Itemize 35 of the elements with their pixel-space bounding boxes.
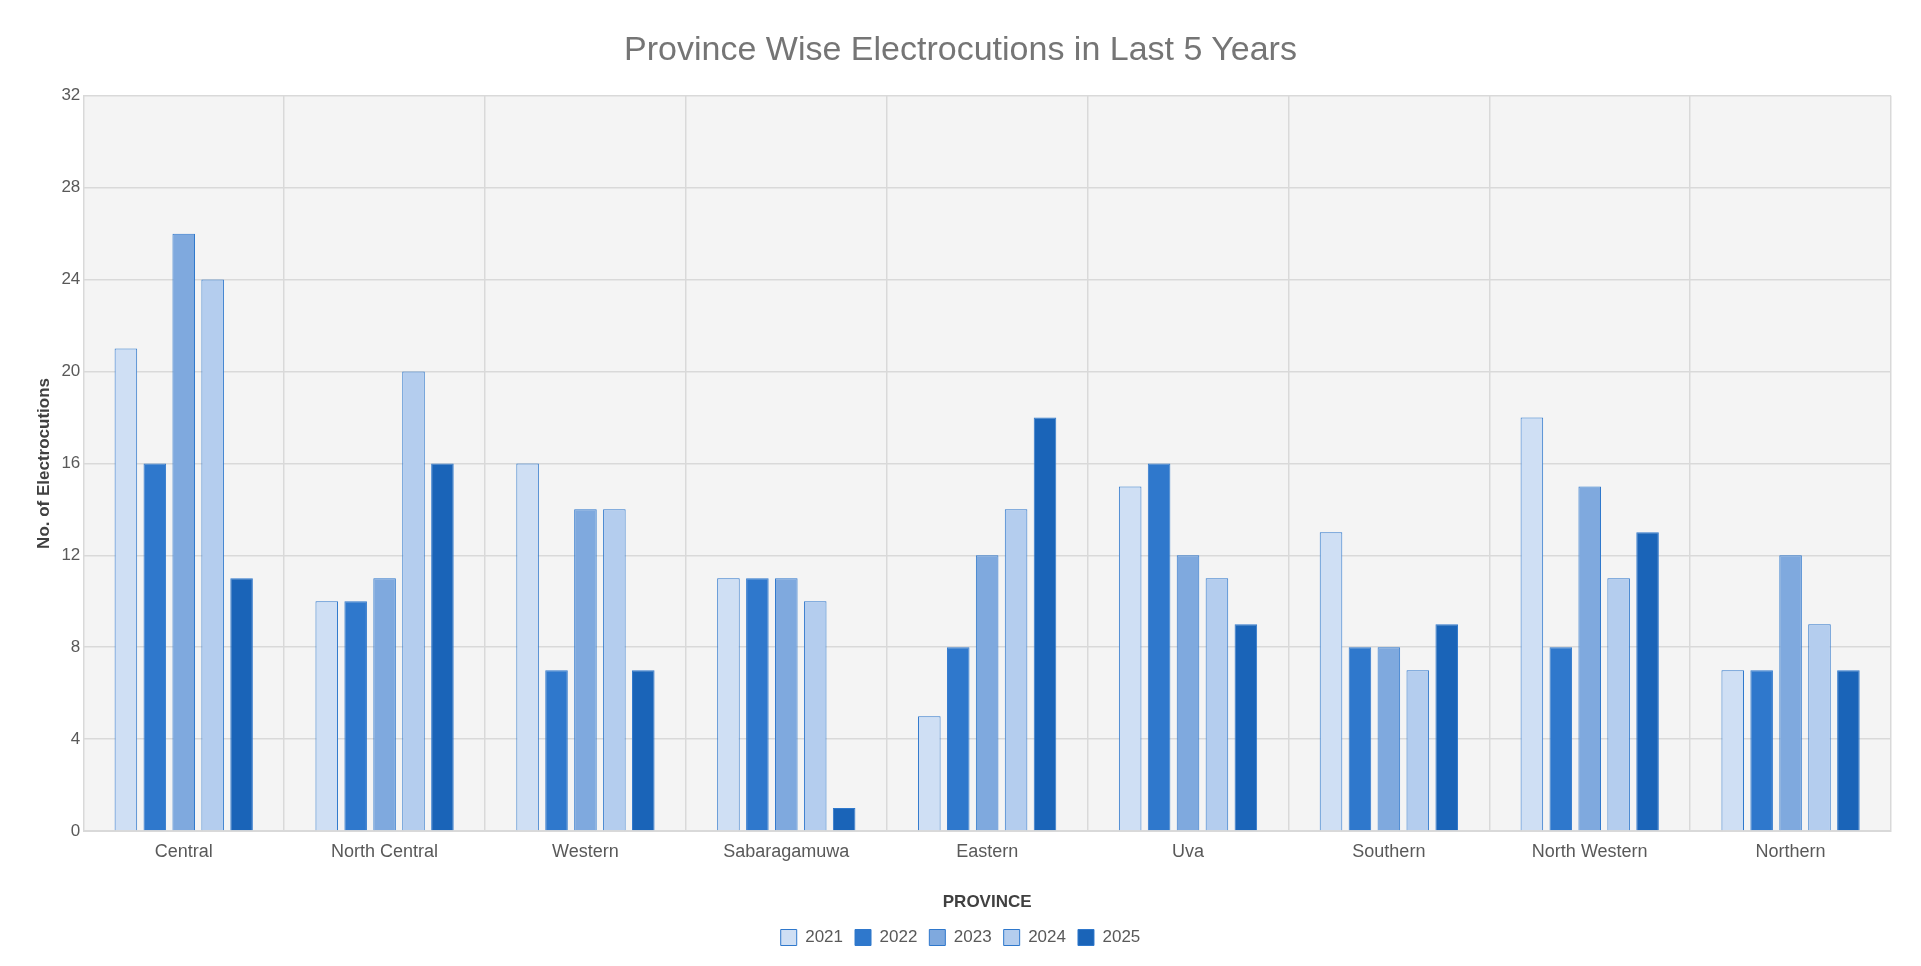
y-tick-label: 4 xyxy=(70,728,81,748)
legend-label: 2023 xyxy=(953,927,992,947)
bar xyxy=(1147,463,1171,831)
bar xyxy=(143,463,167,831)
x-tick-label: Sabaragamuwa xyxy=(723,840,851,861)
bar xyxy=(746,578,769,831)
y-tick-label: 12 xyxy=(61,544,81,564)
bar xyxy=(1348,647,1372,831)
y-tick-label: 16 xyxy=(61,453,81,473)
x-tick-label: Western xyxy=(552,840,619,861)
legend-label: 2025 xyxy=(1102,927,1141,947)
y-tick-label: 32 xyxy=(61,85,81,105)
y-tick-label: 20 xyxy=(61,361,81,381)
x-tick-label: North Western xyxy=(1531,840,1648,861)
y-tick-label: 0 xyxy=(70,820,81,840)
bar xyxy=(946,647,970,831)
x-tick-label: Central xyxy=(154,840,213,861)
legend-label: 2021 xyxy=(805,927,844,947)
x-tick-label: Northern xyxy=(1755,840,1826,861)
x-axis-title: PROVINCE xyxy=(942,892,1032,912)
y-tick-label: 8 xyxy=(70,636,81,656)
legend-label: 2022 xyxy=(879,927,918,947)
x-tick-label: Southern xyxy=(1352,840,1426,861)
y-tick-label: 24 xyxy=(61,269,81,289)
chart-title: Province Wise Electrocutions in Last 5 Years xyxy=(624,28,1297,67)
bar xyxy=(545,670,568,831)
x-tick-label: Uva xyxy=(1172,840,1205,861)
x-tick-label: North Central xyxy=(331,840,439,861)
legend-label: 2024 xyxy=(1028,927,1066,947)
y-tick-label: 28 xyxy=(61,177,81,197)
y-axis-title: No. of Electrocutions xyxy=(33,377,53,549)
x-tick-label: Eastern xyxy=(956,840,1019,861)
bar xyxy=(344,601,367,831)
bar xyxy=(1750,670,1773,831)
bar xyxy=(1549,647,1573,831)
